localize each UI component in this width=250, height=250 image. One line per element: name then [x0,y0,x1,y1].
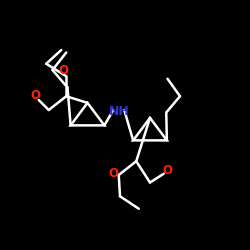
Text: O: O [108,167,118,180]
Text: O: O [31,89,41,102]
Text: O: O [162,164,172,177]
Text: O: O [59,64,69,77]
Text: NH: NH [108,105,129,118]
